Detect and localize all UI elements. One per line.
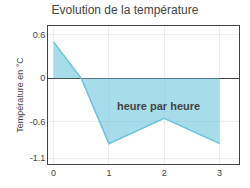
svg-text:0: 0 — [51, 168, 56, 178]
svg-text:2: 2 — [162, 168, 167, 178]
svg-text:Evolution de la température: Evolution de la température — [52, 3, 199, 17]
svg-text:heure par heure: heure par heure — [117, 100, 200, 112]
svg-text:-1.1: -1.1 — [30, 153, 46, 163]
svg-text:1: 1 — [106, 168, 111, 178]
svg-text:Température en °C: Température en °C — [15, 57, 25, 133]
svg-text:3: 3 — [217, 168, 222, 178]
svg-text:-0.6: -0.6 — [30, 117, 46, 127]
svg-text:0: 0 — [40, 73, 45, 83]
svg-text:0.6: 0.6 — [33, 30, 46, 40]
